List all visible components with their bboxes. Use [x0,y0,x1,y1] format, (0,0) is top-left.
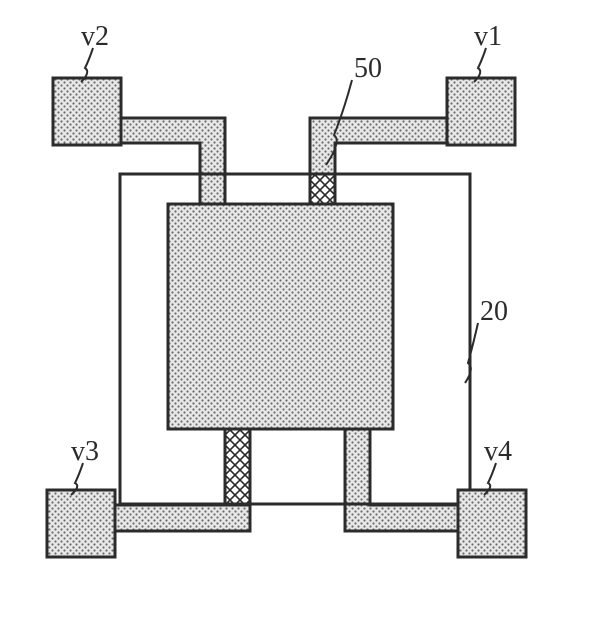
label-v2: v2 [81,21,109,52]
pad-v4 [458,490,526,557]
pad-v1 [447,78,515,145]
trace-v1 [310,118,447,174]
center-block [168,204,393,429]
label-20: 20 [480,296,508,327]
label-v4: v4 [484,436,512,467]
crosshatch-bottom [225,429,250,505]
label-50: 50 [354,53,382,84]
pad-v3 [47,490,115,557]
crosshatch-50 [310,174,335,204]
trace-v4 [345,429,458,531]
label-v1: v1 [474,21,502,52]
trace-v2 [121,118,225,204]
pad-v2 [53,78,121,145]
trace-v3-h [115,505,250,531]
label-v3: v3 [71,436,99,467]
